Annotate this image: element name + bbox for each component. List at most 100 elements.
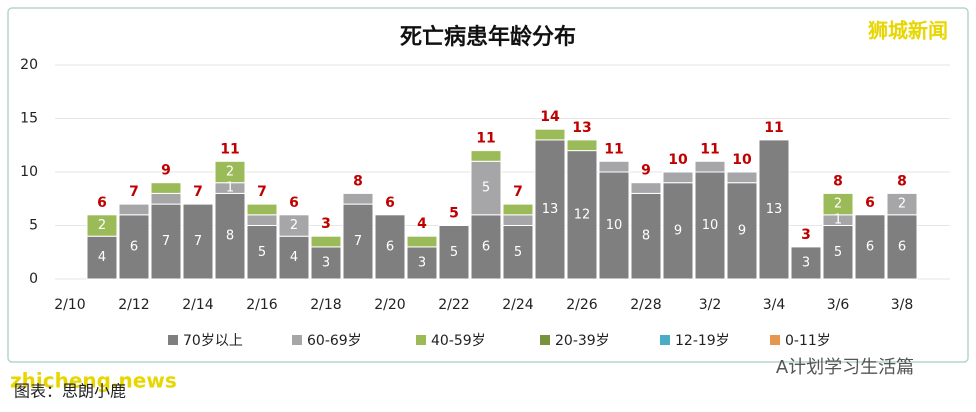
- value-label: 8: [226, 229, 234, 244]
- x-tick-label: 2/28: [630, 297, 661, 313]
- bar-segment: [118, 203, 150, 216]
- y-tick-label: 5: [29, 218, 38, 234]
- total-label: 11: [700, 141, 719, 157]
- bar-segment: [86, 214, 118, 237]
- bar-segment: [534, 128, 566, 141]
- bar-segment: [566, 150, 598, 280]
- legend-swatch: [168, 335, 178, 345]
- total-label: 9: [161, 163, 171, 179]
- value-label: 13: [766, 202, 783, 217]
- bar-segment: [310, 246, 342, 280]
- value-label: 4: [98, 250, 106, 265]
- legend-label: 40-59岁: [431, 333, 486, 349]
- bar-segment: [790, 246, 822, 280]
- bar-segment: [534, 139, 566, 280]
- value-label: 4: [290, 250, 298, 265]
- y-tick-label: 15: [20, 111, 38, 127]
- bar-segment: [726, 182, 758, 280]
- total-label: 6: [385, 195, 395, 211]
- bar-segment: [342, 192, 374, 205]
- bar-segment: [246, 225, 278, 280]
- legend-label: 20-39岁: [555, 333, 610, 349]
- bar-segment: [854, 214, 886, 280]
- total-label: 11: [604, 141, 623, 157]
- total-label: 8: [353, 173, 363, 189]
- total-label: 7: [129, 184, 139, 200]
- total-label: 6: [97, 195, 107, 211]
- x-tick-label: 2/24: [502, 297, 534, 313]
- bar-segment: [438, 225, 470, 280]
- bar-segment: [662, 171, 694, 184]
- total-label: 14: [540, 109, 560, 125]
- x-tick-label: 3/8: [891, 297, 914, 313]
- x-tick-label: 2/16: [246, 297, 278, 313]
- total-label: 7: [193, 184, 203, 200]
- total-label: 3: [801, 227, 811, 243]
- value-label: 5: [258, 245, 266, 260]
- legend-label: 60-69岁: [307, 333, 362, 349]
- total-label: 7: [513, 184, 523, 200]
- value-label: 9: [738, 223, 746, 238]
- bar-segment: [150, 192, 182, 205]
- total-label: 10: [668, 152, 688, 168]
- y-tick-label: 20: [20, 57, 38, 73]
- total-label: 6: [865, 195, 875, 211]
- bar-segment: [246, 203, 278, 216]
- x-tick-label: 2/10: [54, 297, 85, 313]
- y-tick-label: 0: [29, 271, 38, 287]
- x-tick-label: 2/18: [310, 297, 341, 313]
- x-tick-label: 3/4: [763, 297, 786, 313]
- bar-segment: [502, 225, 534, 280]
- legend-swatch: [292, 335, 302, 345]
- x-tick-label: 2/12: [118, 297, 149, 313]
- bar-segment: [598, 160, 630, 173]
- value-label: 2: [98, 218, 106, 233]
- bar-segment: [278, 235, 310, 280]
- x-tick-label: 3/2: [699, 297, 722, 313]
- bar-segment: [694, 160, 726, 173]
- value-label: 13: [542, 202, 559, 217]
- total-label: 3: [321, 216, 331, 232]
- bar-segment: [598, 171, 630, 280]
- value-label: 6: [898, 239, 906, 254]
- value-label: 6: [386, 239, 394, 254]
- bar-segment: [182, 203, 214, 280]
- value-label: 3: [418, 255, 426, 270]
- value-label: 10: [606, 218, 623, 233]
- value-label: 6: [866, 239, 874, 254]
- total-label: 11: [764, 120, 783, 136]
- total-label: 6: [289, 195, 299, 211]
- bar-segment: [342, 203, 374, 280]
- x-tick-label: 2/14: [182, 297, 214, 313]
- chart-title: 死亡病患年龄分布: [400, 24, 576, 50]
- watermark: zhicheng.news: [10, 369, 177, 393]
- labels: 2/104262/1267792/1477812112/16574262/183…: [54, 109, 913, 313]
- value-label: 9: [674, 223, 682, 238]
- bar-segment: [886, 192, 918, 216]
- x-tick-label: 2/22: [438, 297, 469, 313]
- legend-swatch: [770, 335, 780, 345]
- value-label: 1: [226, 181, 234, 196]
- legend-swatch: [416, 335, 426, 345]
- total-label: 13: [572, 120, 591, 136]
- total-label: 7: [257, 184, 267, 200]
- value-label: 3: [322, 255, 330, 270]
- bar-segment: [86, 235, 118, 280]
- bar-segment: [694, 171, 726, 280]
- value-label: 2: [290, 218, 298, 233]
- bar-segment: [246, 214, 278, 227]
- bar-segment: [278, 214, 310, 237]
- value-label: 6: [130, 239, 138, 254]
- bar-segment: [310, 235, 342, 248]
- x-tick-label: 2/26: [566, 297, 598, 313]
- value-label: 5: [482, 181, 490, 196]
- bar-segment: [502, 203, 534, 216]
- y-tick-label: 10: [20, 164, 38, 180]
- total-label: 4: [417, 216, 427, 232]
- total-label: 8: [833, 173, 843, 189]
- bar-segment: [470, 160, 502, 216]
- value-label: 3: [802, 255, 810, 270]
